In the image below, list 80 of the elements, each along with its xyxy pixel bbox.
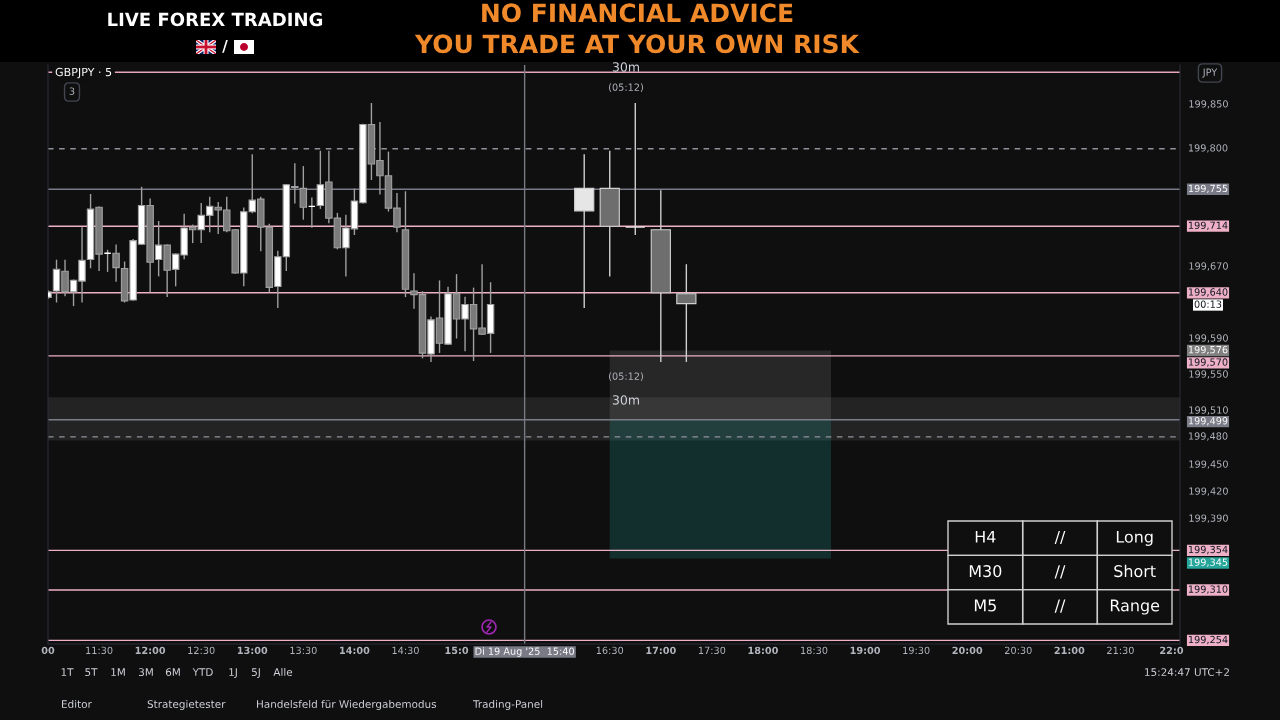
ref-line-label: 199,714 [1188,221,1228,230]
y-tick-label: 199,420 [1189,487,1228,496]
x-tick-label: 15:0 [445,646,469,655]
annotation: M5 [974,599,996,612]
y-tick-label: 199,590 [1189,334,1228,343]
text: Editor [62,699,92,709]
x-tick-label: 16:30 [596,646,624,655]
annotation: H4 [975,530,996,543]
text: 199,345 [1188,558,1228,567]
annotation: (05:12) [609,372,643,381]
y-tick-label: 199,670 [1189,262,1228,271]
y-tick-label: 199,550 [1189,370,1228,379]
annotation: 3 [69,87,75,95]
text: 5J [251,668,260,678]
ref-line-label: Di 19 Aug '25 15:40 [475,647,575,657]
ref-line-label: 199,354 [1188,545,1228,555]
ref-line-label: 199,310 [1188,585,1228,594]
ref-line-label: 199,755 [1188,184,1228,194]
text: 15:24:47 UTC+2 [1145,668,1229,677]
text: 1T [61,668,74,676]
text: 1M [111,668,125,676]
y-tick-label: 199,510 [1189,406,1228,415]
candlestick [574,154,595,308]
x-tick-label: 13:00 [237,646,268,655]
ref-line-label: 199,499 [1188,417,1228,426]
x-tick-label: 14:00 [340,646,370,655]
x-tick-label: 17:30 [698,646,726,655]
x-tick-label: 11:30 [86,646,113,655]
annotation: 30m [612,62,639,72]
annotation: GBPJPY · 5 [55,67,112,79]
text: 3M [138,668,153,677]
text: Strategietester [147,699,226,711]
annotation: 30m [612,395,639,405]
annotation: // [1054,565,1066,579]
annotation: Long [1116,530,1153,546]
ref-line-label: 199,254 [1188,635,1228,645]
ref-line-label: 199,800 [1188,144,1228,153]
x-tick-label: 19:00 [850,646,881,655]
x-tick-label: 12:00 [135,646,166,655]
chart-title: LIVE FOREX TRADING [108,12,323,27]
y-tick-label: 199,850 [1189,100,1228,109]
ref-line-label: 199,640 [1188,288,1228,297]
annotation: (05:12) [609,83,643,92]
text: 5T [85,668,98,677]
candlestick [676,264,697,362]
text: 6M [165,668,180,677]
text: Trading-Panel [472,699,543,711]
annotation: Range [1110,599,1160,615]
ref-line-label: 199,480 [1188,432,1228,441]
text: 199,576 [1188,345,1228,355]
x-tick-label: 12:30 [188,646,215,655]
annotation: M30 [969,565,1002,578]
x-tick-label: 21:30 [1107,646,1134,655]
x-tick-label: 13:30 [290,646,317,655]
x-tick-label: 22:0 [1160,646,1184,655]
x-tick-label: 18:30 [801,646,828,655]
text: 1J [229,668,237,678]
y-tick-label: 199,390 [1189,514,1228,523]
annotation: // [1054,599,1066,613]
x-tick-label: 14:30 [392,646,419,655]
annotation: // [1054,530,1066,545]
x-tick-label: 21:00 [1054,646,1085,655]
text: 00:13 [1194,300,1222,308]
annotation: Short [1114,564,1156,578]
text: Handelsfeld für Wiedergabemodus [257,699,437,711]
x-tick-label: 20:30 [1004,646,1032,655]
candlestick [625,103,646,235]
y-tick-label: 199,450 [1189,460,1228,469]
text: YTD [192,668,213,676]
x-tick-label: 18:00 [748,646,778,655]
x-tick-label: 20:00 [952,646,983,655]
candlestick [112,244,120,282]
x-tick-label: 17:00 [646,646,676,655]
text: Alle [273,667,293,677]
ref-line-label: 199,570 [1188,358,1228,367]
text: / [222,40,228,53]
x-tick-label: 19:30 [903,646,930,655]
x-tick-label: 00 [41,646,55,655]
y-axis-title: JPY [1202,68,1218,78]
chart-subtitle: NO FINANCIAL ADVICE YOU TRADE AT YOUR OWN RISK [414,3,860,54]
